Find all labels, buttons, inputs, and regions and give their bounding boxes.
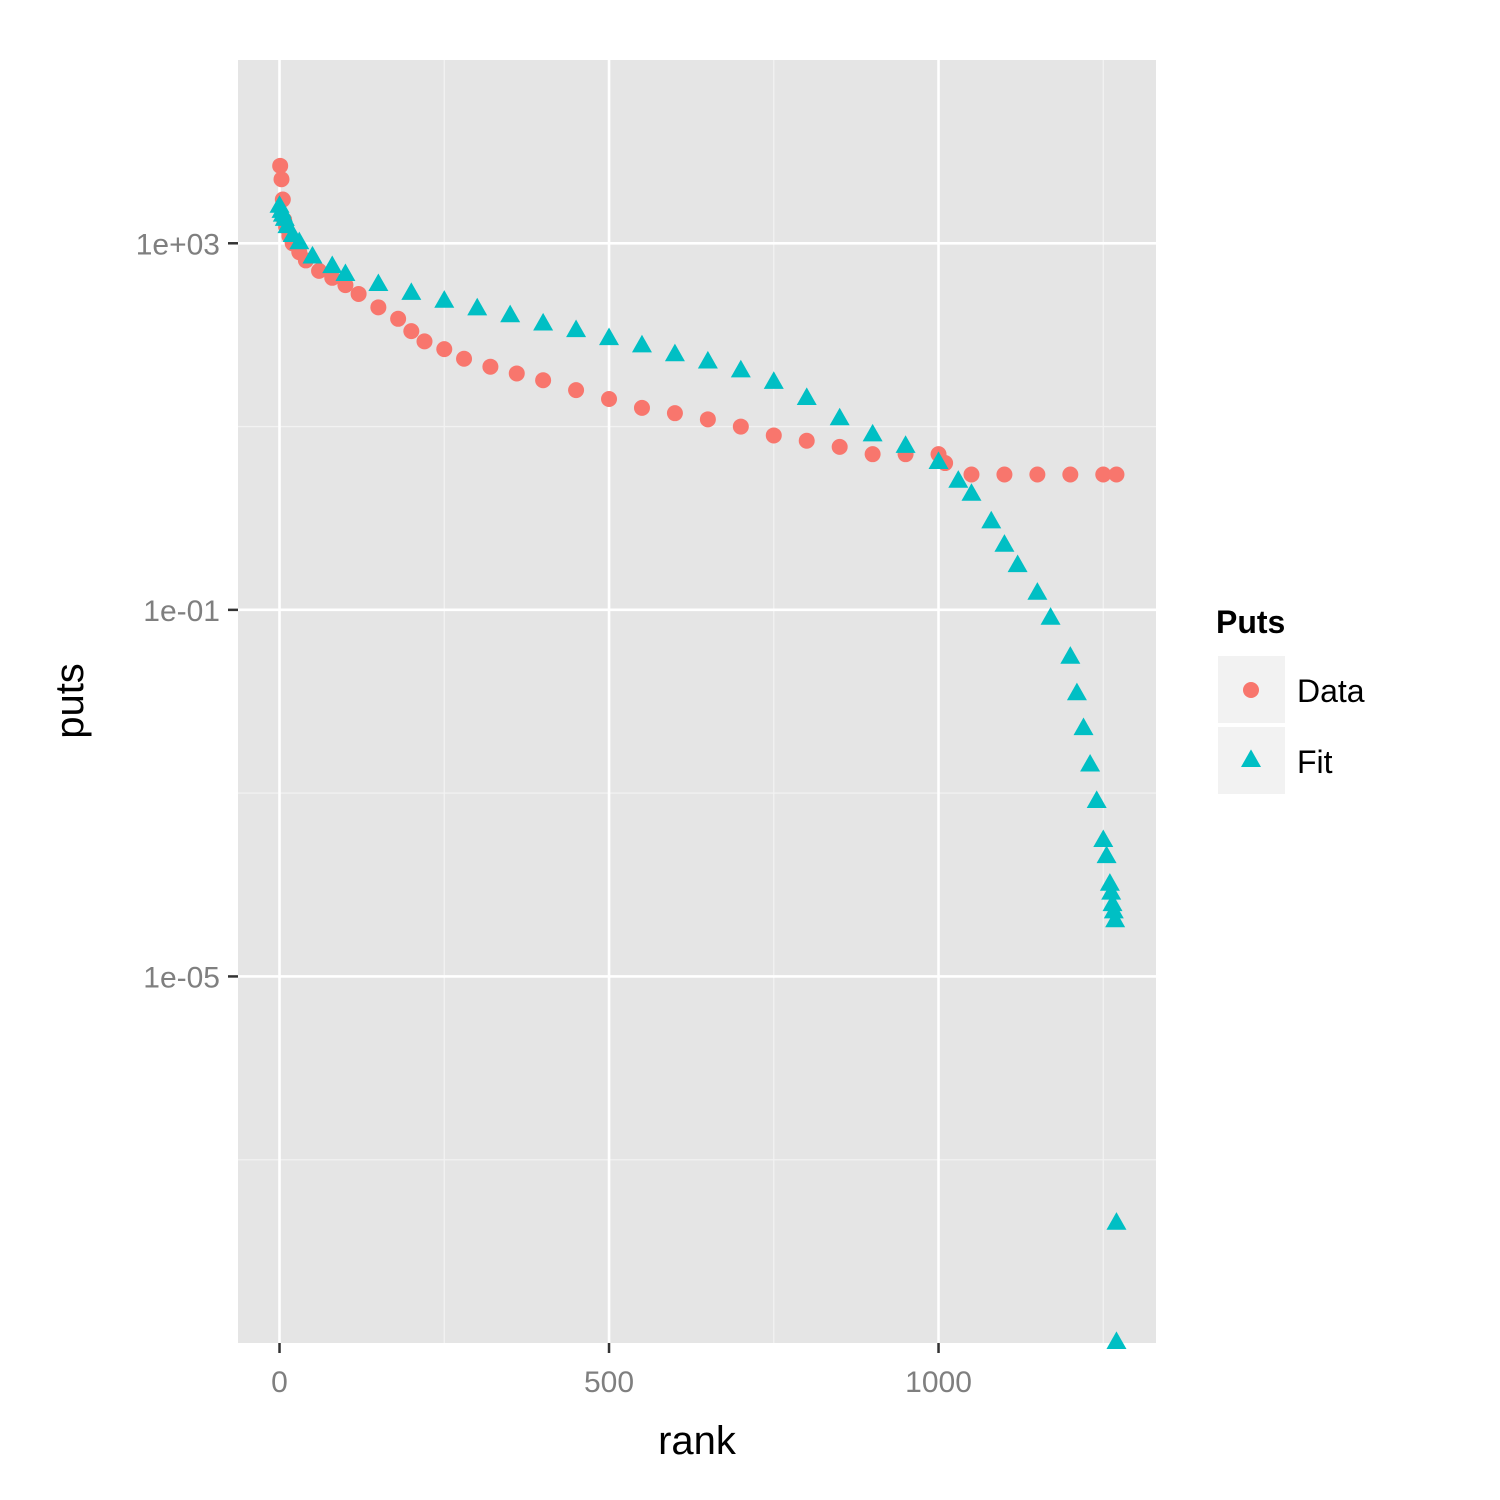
data-point-data <box>568 382 585 399</box>
fit-point-fit <box>1099 873 1120 891</box>
fit-point-fit <box>401 282 422 300</box>
legend-label-fit: Fit <box>1297 744 1333 780</box>
fit-point-fit <box>928 451 949 470</box>
fit-point-fit <box>829 407 850 426</box>
x-tick-label: 500 <box>584 1366 634 1399</box>
data-point-data <box>996 466 1013 483</box>
legend-title: Puts <box>1216 604 1285 640</box>
fit-point-fit <box>1086 790 1107 809</box>
data-point-data <box>456 350 473 367</box>
fit-point-fit <box>1007 554 1028 573</box>
fit-point-fit <box>961 483 982 501</box>
fit-point-fit <box>1093 829 1114 848</box>
data-point-data <box>508 365 525 382</box>
legend: Puts Data Fit <box>1216 604 1365 794</box>
fit-point-fit <box>1080 753 1101 772</box>
fit-point-fit <box>1040 607 1061 625</box>
fit-point-fit <box>981 510 1002 529</box>
fit-point-fit <box>1102 893 1123 912</box>
data-point-data <box>273 171 290 188</box>
data-points <box>269 157 1127 1349</box>
data-point-data <box>1062 466 1079 483</box>
data-point-data <box>699 411 716 428</box>
y-tick-label: 1e-01 <box>143 595 220 628</box>
fit-point-fit <box>467 297 488 316</box>
data-point-data <box>403 323 420 340</box>
fit-point-fit <box>1073 717 1094 736</box>
fit-point-fit <box>796 387 817 405</box>
fit-point-fit <box>302 245 323 264</box>
data-point-data <box>482 358 499 375</box>
data-point-data <box>864 446 881 463</box>
data-point-data <box>272 157 289 174</box>
fit-point-fit <box>1106 1331 1127 1349</box>
plot-panel <box>238 60 1156 1343</box>
fit-point-fit <box>1066 682 1087 701</box>
fit-point-fit <box>533 312 554 331</box>
y-tick-label: 1e-05 <box>143 961 220 994</box>
data-point-data <box>1108 466 1125 483</box>
fit-point-fit <box>599 327 620 346</box>
data-point-data <box>666 405 683 422</box>
fit-point-fit <box>1060 646 1081 664</box>
data-point-data <box>535 372 552 389</box>
data-point-data <box>436 341 453 358</box>
fit-point-fit <box>566 319 587 338</box>
data-point-data <box>370 299 387 316</box>
fit-point-fit <box>895 435 916 453</box>
fit-point-fit <box>697 350 718 369</box>
fit-point-fit <box>434 290 455 308</box>
fit-point-fit <box>948 470 969 488</box>
data-point-data <box>337 277 354 294</box>
data-point-data <box>831 438 848 455</box>
fit-point-fit <box>1101 882 1122 900</box>
data-point-data <box>765 427 782 444</box>
fit-point-fit <box>730 359 751 378</box>
data-point-data <box>416 333 433 350</box>
fit-point-fit <box>322 255 343 274</box>
fit-point-fit <box>1106 1212 1127 1230</box>
data-point-data <box>963 466 980 483</box>
data-point-data <box>601 390 618 407</box>
axes: 0 500 1000 1e+03 1e-01 1e-05 <box>136 228 972 1399</box>
fit-point-fit <box>664 343 685 362</box>
y-axis-title: puts <box>48 663 92 739</box>
fit-point-fit <box>500 304 521 323</box>
data-point-data <box>732 418 749 435</box>
fit-point-fit <box>368 273 389 292</box>
grid-major <box>238 60 1156 1343</box>
data-point-data <box>633 399 650 416</box>
x-axis-title: rank <box>658 1419 737 1463</box>
fit-point-fit <box>1105 909 1126 928</box>
data-point-data <box>324 269 341 286</box>
legend-label-data: Data <box>1297 673 1365 709</box>
fit-point-fit <box>631 334 652 353</box>
fit-point-fit <box>763 371 784 389</box>
x-tick-label: 0 <box>271 1366 288 1399</box>
data-point-data <box>798 432 815 449</box>
fit-point-fit <box>1096 845 1117 864</box>
data-point-data <box>1095 466 1112 483</box>
fit-point-fit <box>862 423 883 442</box>
data-point-data <box>311 262 328 279</box>
data-point-data <box>350 285 367 302</box>
fit-point-fit <box>335 263 356 282</box>
grid-minor <box>238 60 1156 1343</box>
legend-triangle-icon <box>1241 749 1261 767</box>
fit-point-fit <box>1027 582 1048 600</box>
x-tick-label: 1000 <box>905 1366 972 1399</box>
fit-point-fit <box>289 231 310 250</box>
y-tick-label: 1e+03 <box>136 228 220 261</box>
fit-point-fit <box>1103 900 1124 919</box>
legend-circle-icon <box>1243 682 1259 698</box>
data-point-data <box>1029 466 1046 483</box>
data-point-data <box>390 310 407 327</box>
fit-point-fit <box>994 534 1015 552</box>
